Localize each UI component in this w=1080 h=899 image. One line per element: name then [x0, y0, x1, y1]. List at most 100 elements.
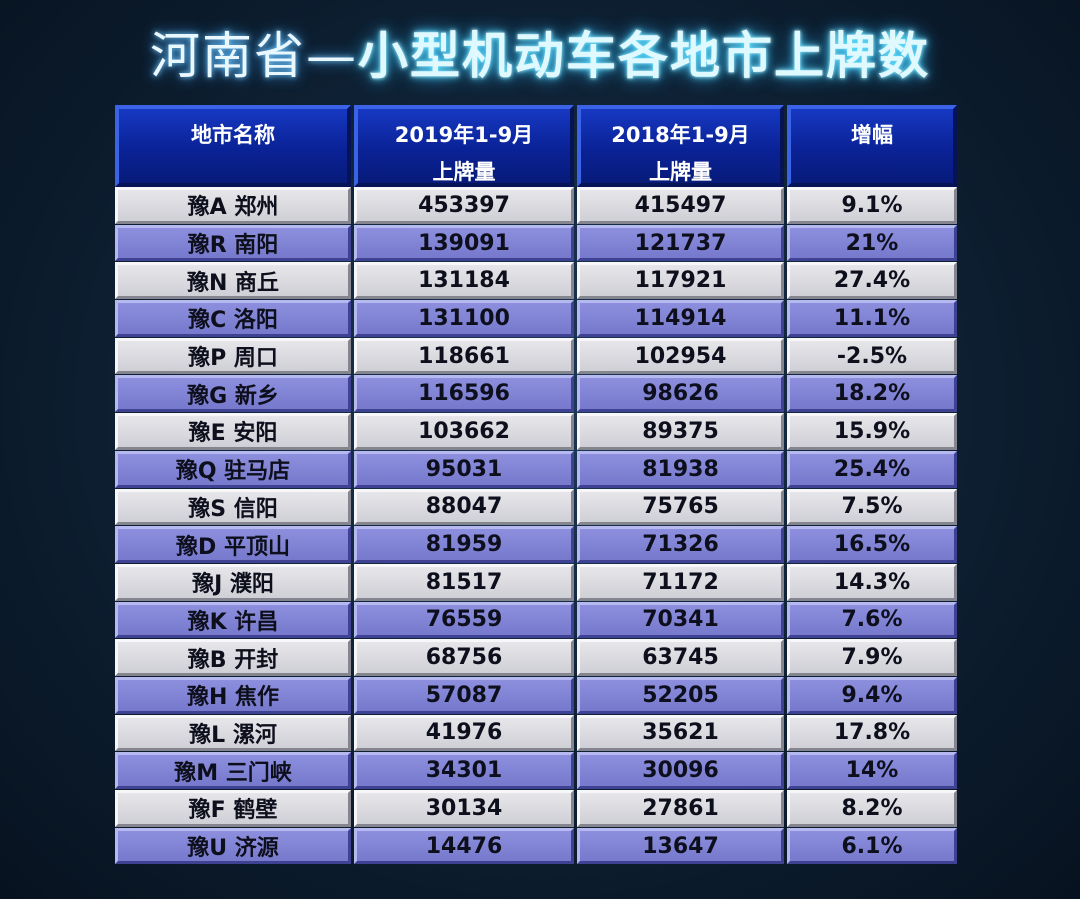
header-2018: 2018年1-9月 上牌量 [577, 105, 784, 187]
growth-cell: 17.8% [787, 714, 957, 752]
growth-cell: 8.2% [787, 790, 957, 827]
value-2019-cell: 118661 [354, 337, 574, 375]
header-2018-unit: 上牌量 [649, 160, 712, 184]
table-row: 豫J 濮阳 81517 71172 14.3% [115, 563, 960, 602]
value-2019-cell: 453397 [354, 187, 574, 224]
table-row: 豫F 鹤壁 30134 27861 8.2% [115, 790, 960, 828]
city-cell: 豫E 安阳 [115, 413, 351, 450]
value-2018-cell: 415497 [577, 187, 784, 224]
table-row: 豫H 焦作 57087 52205 9.4% [115, 676, 960, 715]
city-cell: 豫N 商丘 [115, 262, 351, 300]
header-2019-period: 2019年1-9月 [394, 123, 534, 147]
value-2018-cell: 71172 [577, 563, 784, 601]
value-2018-cell: 114914 [577, 300, 784, 337]
city-cell: 豫R 南阳 [115, 224, 351, 262]
growth-cell: 15.9% [787, 413, 957, 450]
value-2018-cell: 30096 [577, 752, 784, 789]
value-2019-cell: 131100 [354, 300, 574, 337]
value-2019-cell: 131184 [354, 262, 574, 300]
value-2018-cell: 81938 [577, 450, 784, 488]
growth-cell: 16.5% [787, 526, 957, 563]
growth-cell: 7.6% [787, 601, 957, 639]
value-2018-cell: 117921 [577, 262, 784, 300]
city-cell: 豫A 郑州 [115, 187, 351, 224]
value-2018-cell: 71326 [577, 526, 784, 563]
data-table: 地市名称 2019年1-9月 上牌量 2018年1-9月 上牌量 增幅 豫A 郑… [115, 105, 960, 865]
value-2018-cell: 98626 [577, 375, 784, 413]
growth-cell: 14% [787, 752, 957, 789]
value-2019-cell: 57087 [354, 676, 574, 714]
city-cell: 豫C 洛阳 [115, 300, 351, 337]
table-row: 豫L 漯河 41976 35621 17.8% [115, 714, 960, 753]
header-2019: 2019年1-9月 上牌量 [354, 105, 574, 187]
city-cell: 豫L 漯河 [115, 714, 351, 752]
value-2019-cell: 68756 [354, 639, 574, 676]
growth-cell: 7.5% [787, 488, 957, 526]
table-row: 豫N 商丘 131184 117921 27.4% [115, 262, 960, 300]
table-row: 豫E 安阳 103662 89375 15.9% [115, 413, 960, 451]
value-2019-cell: 81959 [354, 526, 574, 563]
value-2019-cell: 30134 [354, 790, 574, 827]
title-main: 小型机动车各地市上牌数 [358, 27, 930, 85]
table-row: 豫U 济源 14476 13647 6.1% [115, 827, 960, 866]
city-cell: 豫P 周口 [115, 337, 351, 375]
table-row: 豫S 信阳 88047 75765 7.5% [115, 488, 960, 527]
value-2019-cell: 81517 [354, 563, 574, 601]
value-2018-cell: 75765 [577, 488, 784, 526]
value-2019-cell: 34301 [354, 752, 574, 789]
title-prefix: 河南省— [150, 27, 358, 85]
table-row: 豫M 三门峡 34301 30096 14% [115, 752, 960, 790]
growth-cell: 11.1% [787, 300, 957, 337]
value-2019-cell: 103662 [354, 413, 574, 450]
value-2018-cell: 13647 [577, 827, 784, 865]
value-2018-cell: 52205 [577, 676, 784, 714]
value-2018-cell: 102954 [577, 337, 784, 375]
value-2019-cell: 14476 [354, 827, 574, 865]
value-2019-cell: 116596 [354, 375, 574, 413]
city-cell: 豫U 济源 [115, 827, 351, 865]
growth-cell: 18.2% [787, 375, 957, 413]
header-2019-unit: 上牌量 [432, 160, 496, 184]
value-2018-cell: 89375 [577, 413, 784, 450]
city-cell: 豫F 鹤壁 [115, 790, 351, 827]
value-2019-cell: 139091 [354, 224, 574, 262]
city-cell: 豫B 开封 [115, 639, 351, 676]
city-cell: 豫K 许昌 [115, 601, 351, 639]
table-row: 豫B 开封 68756 63745 7.9% [115, 639, 960, 677]
table-row: 豫C 洛阳 131100 114914 11.1% [115, 300, 960, 338]
value-2019-cell: 76559 [354, 601, 574, 639]
page-title: 河南省—小型机动车各地市上牌数 [0, 16, 1080, 88]
city-cell: 豫H 焦作 [115, 676, 351, 714]
table-row: 豫A 郑州 453397 415497 9.1% [115, 187, 960, 225]
city-cell: 豫D 平顶山 [115, 526, 351, 563]
value-2019-cell: 95031 [354, 450, 574, 488]
city-cell: 豫Q 驻马店 [115, 450, 351, 488]
value-2018-cell: 35621 [577, 714, 784, 752]
growth-cell: 7.9% [787, 639, 957, 676]
value-2018-cell: 63745 [577, 639, 784, 676]
city-cell: 豫G 新乡 [115, 375, 351, 413]
growth-cell: 9.4% [787, 676, 957, 714]
value-2019-cell: 41976 [354, 714, 574, 752]
table-row: 豫R 南阳 139091 121737 21% [115, 224, 960, 263]
table-row: 豫D 平顶山 81959 71326 16.5% [115, 526, 960, 564]
table-header: 地市名称 2019年1-9月 上牌量 2018年1-9月 上牌量 增幅 [115, 105, 960, 187]
header-growth-label: 增幅 [851, 123, 893, 147]
city-cell: 豫J 濮阳 [115, 563, 351, 601]
growth-cell: 21% [787, 224, 957, 262]
value-2018-cell: 70341 [577, 601, 784, 639]
growth-cell: 25.4% [787, 450, 957, 488]
city-cell: 豫M 三门峡 [115, 752, 351, 789]
header-city-label: 地市名称 [191, 123, 275, 147]
header-growth: 增幅 [787, 105, 957, 187]
table-row: 豫G 新乡 116596 98626 18.2% [115, 375, 960, 413]
value-2018-cell: 27861 [577, 790, 784, 827]
table-body: 豫A 郑州 453397 415497 9.1% 豫R 南阳 139091 121737 21… [115, 187, 960, 865]
table-row: 豫Q 驻马店 95031 81938 25.4% [115, 450, 960, 489]
growth-cell: -2.5% [787, 337, 957, 375]
header-2018-period: 2018年1-9月 [611, 123, 750, 147]
growth-cell: 6.1% [787, 827, 957, 865]
table-row: 豫P 周口 118661 102954 -2.5% [115, 337, 960, 376]
value-2018-cell: 121737 [577, 224, 784, 262]
growth-cell: 14.3% [787, 563, 957, 601]
